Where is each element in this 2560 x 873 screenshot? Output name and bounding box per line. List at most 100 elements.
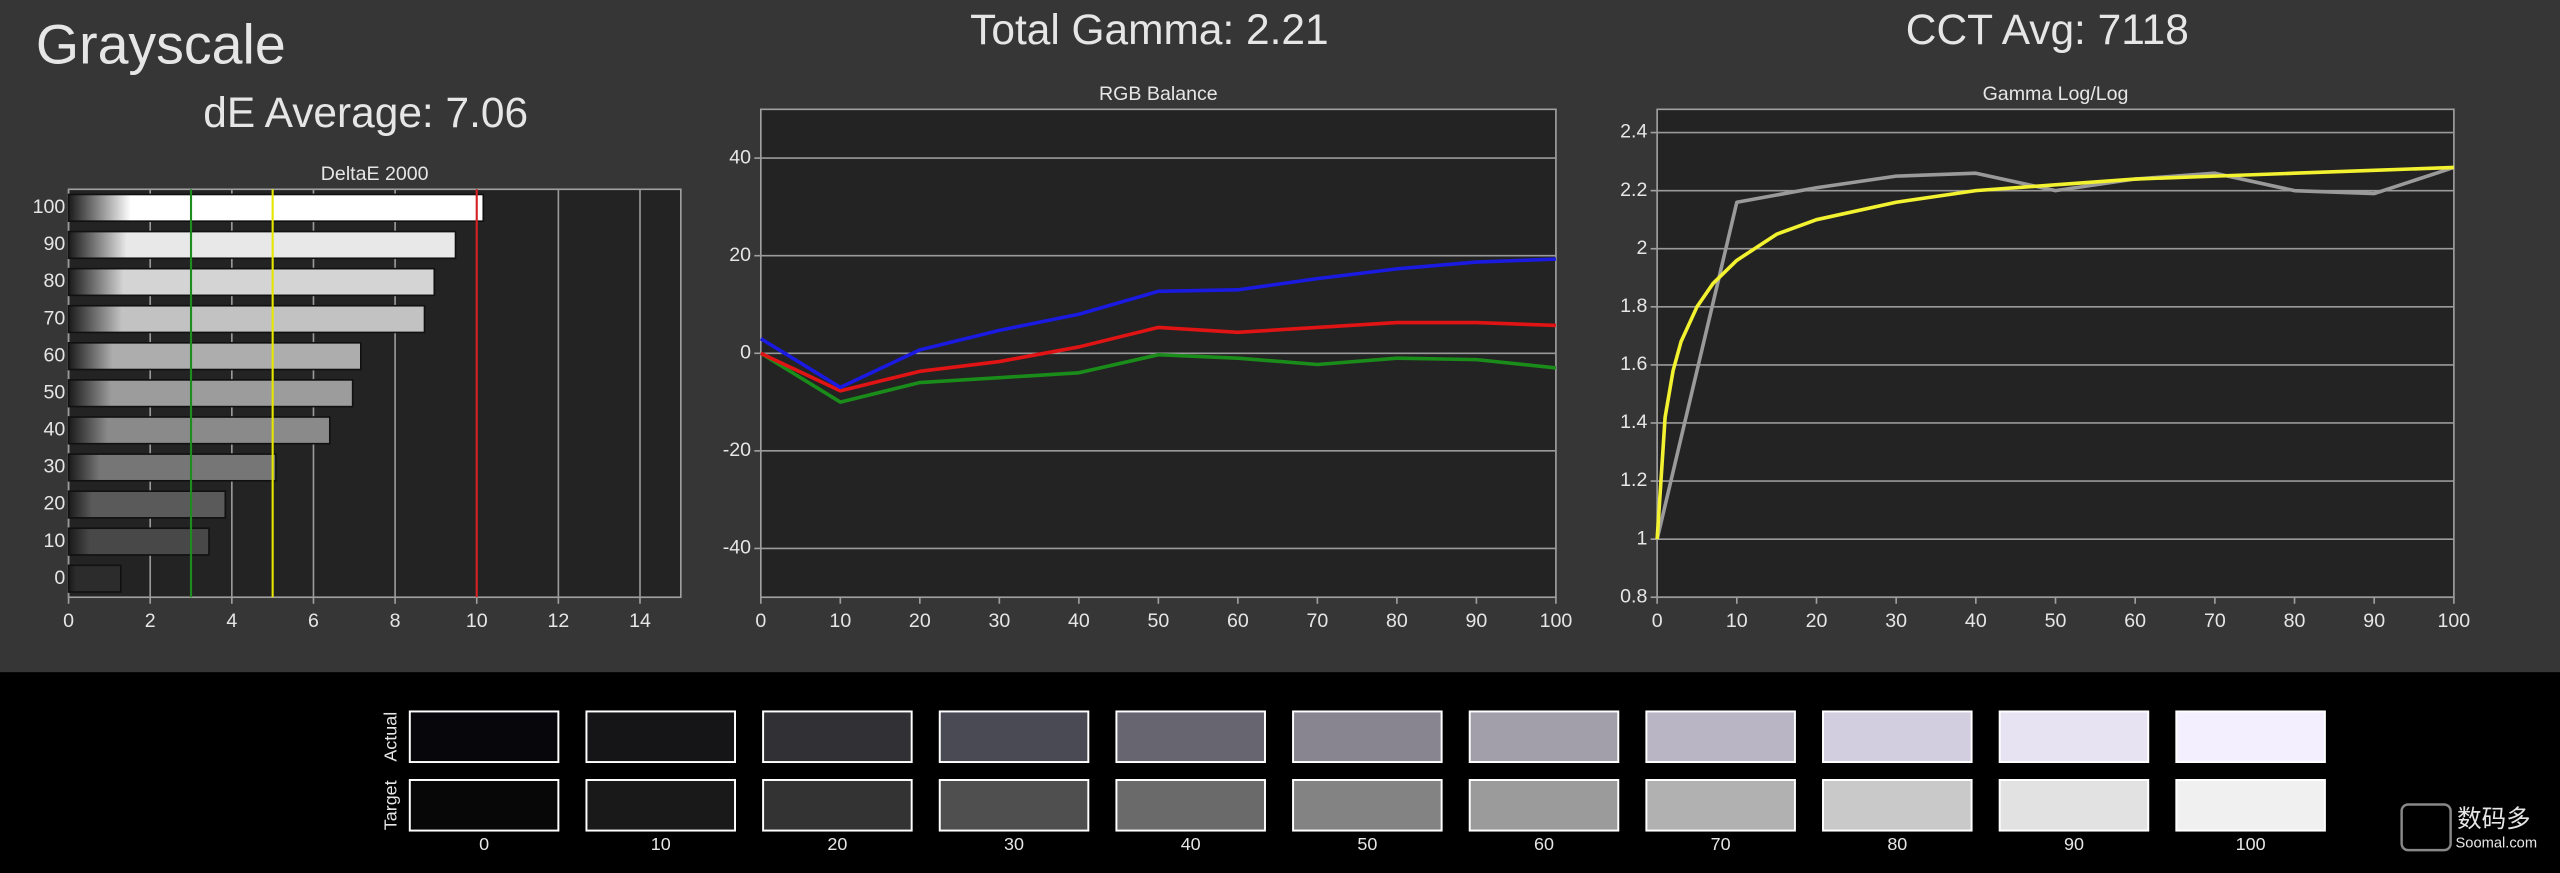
x-tick-label: 20: [1806, 610, 1828, 632]
y-tick-label: 2.2: [1620, 179, 1647, 201]
x-tick-label: 4: [226, 610, 237, 632]
swatch: [1468, 779, 1620, 832]
swatch: [1822, 779, 1973, 832]
swatch: [938, 710, 1090, 764]
swatch: [1115, 779, 1266, 832]
y-tick-label: 100: [33, 196, 66, 218]
x-tick-label: 90: [2363, 610, 2385, 632]
x-tick-label: 12: [547, 610, 569, 632]
y-tick-label: 20: [729, 244, 751, 266]
x-tick-label: 60: [2124, 610, 2146, 632]
y-tick-label: 10: [44, 530, 66, 552]
y-tick-label: 60: [44, 344, 66, 366]
swatch: [2175, 779, 2326, 832]
series-line: [759, 257, 1556, 390]
x-tick-label: 2: [145, 610, 156, 632]
x-tick-label: 80: [2284, 610, 2306, 632]
swatch: [1292, 710, 1443, 764]
swatch: [408, 710, 560, 764]
y-tick-label: 40: [44, 419, 66, 441]
y-tick-label: 50: [44, 381, 66, 403]
x-tick-label: 10: [466, 610, 488, 632]
y-tick-label: 40: [729, 146, 751, 168]
swatch: [1468, 710, 1620, 764]
x-tick-label: 40: [1965, 610, 1987, 632]
bottom-panel: [0, 672, 2560, 873]
swatch-row-label: Target: [381, 780, 401, 830]
swatch: [2175, 710, 2326, 764]
swatch-level-label: 20: [827, 834, 847, 854]
y-tick-label: 1: [1636, 527, 1647, 549]
x-tick-label: 90: [1466, 610, 1488, 632]
swatch-level-label: 90: [2064, 834, 2084, 854]
bar: [67, 267, 436, 297]
swatch-level-label: 70: [1711, 834, 1731, 854]
total-gamma: Total Gamma: 2.21: [970, 6, 1328, 53]
page-title: Grayscale: [36, 14, 286, 76]
bar: [67, 527, 210, 556]
y-tick-label: 0: [54, 567, 65, 589]
watermark-icon: [2400, 803, 2452, 852]
swatch: [408, 779, 560, 832]
y-tick-label: 30: [44, 456, 66, 478]
cct-average: CCT Avg: 7118: [1906, 6, 2189, 53]
swatch: [585, 779, 737, 832]
swatch: [1998, 779, 2150, 832]
series-line: [1655, 165, 2455, 540]
y-tick-label: 80: [44, 270, 66, 292]
bar: [67, 342, 362, 371]
swatch: [585, 710, 737, 764]
bar: [67, 416, 331, 445]
swatch-level-label: 30: [1004, 834, 1024, 854]
y-tick-label: 1.4: [1620, 411, 1647, 433]
y-tick-label: 1.2: [1620, 469, 1647, 491]
y-tick-label: 1.6: [1620, 353, 1647, 375]
x-tick-label: 100: [1540, 610, 1573, 632]
bar: [67, 564, 122, 593]
x-tick-label: 0: [1652, 610, 1663, 632]
x-tick-label: 50: [2045, 610, 2067, 632]
x-tick-label: 20: [909, 610, 931, 632]
swatch: [1115, 710, 1266, 764]
swatch-level-label: 100: [2236, 834, 2266, 854]
swatch-level-label: 80: [1887, 834, 1907, 854]
x-tick-label: 8: [390, 610, 401, 632]
y-tick-label: 70: [44, 307, 66, 329]
swatch-level-label: 0: [479, 834, 489, 854]
x-tick-label: 50: [1147, 610, 1169, 632]
series-line: [759, 351, 1557, 404]
x-tick-label: 30: [988, 610, 1010, 632]
bar: [67, 490, 227, 519]
y-tick-label: 0: [740, 341, 751, 363]
x-tick-label: 70: [1306, 610, 1328, 632]
swatch: [1822, 710, 1973, 764]
x-tick-label: 40: [1068, 610, 1090, 632]
x-tick-label: 80: [1386, 610, 1408, 632]
de-average: dE Average: 7.06: [203, 89, 528, 136]
swatch: [762, 779, 913, 832]
swatch-level-label: 60: [1534, 834, 1554, 854]
chart-title: RGB Balance: [1099, 83, 1218, 105]
x-tick-label: 0: [755, 610, 766, 632]
swatch: [1645, 710, 1796, 764]
x-tick-label: 70: [2204, 610, 2226, 632]
swatch: [1292, 779, 1443, 832]
bar: [67, 379, 354, 408]
y-tick-label: 2.4: [1620, 121, 1647, 143]
swatch: [938, 779, 1090, 832]
y-tick-label: 1.8: [1620, 295, 1647, 317]
x-tick-label: 0: [63, 610, 74, 632]
watermark-site: Soomal.com: [2456, 836, 2538, 852]
y-tick-label: 90: [44, 233, 66, 255]
swatch: [762, 710, 913, 764]
swatch-level-label: 50: [1357, 834, 1377, 854]
x-tick-label: 30: [1885, 610, 1907, 632]
x-tick-label: 6: [308, 610, 319, 632]
bar: [67, 193, 485, 222]
watermark-name: 数码多: [2457, 805, 2530, 833]
chart-title: DeltaE 2000: [321, 163, 429, 185]
y-tick-label: -40: [723, 537, 751, 559]
y-tick-label: 2: [1636, 237, 1647, 259]
swatch-level-label: 40: [1181, 834, 1201, 854]
x-tick-label: 100: [2438, 610, 2471, 632]
